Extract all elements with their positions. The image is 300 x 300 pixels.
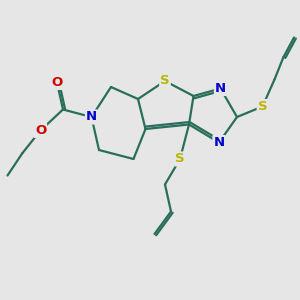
Text: O: O — [51, 76, 63, 89]
Text: S: S — [258, 100, 267, 113]
Text: N: N — [215, 82, 226, 95]
Text: N: N — [86, 110, 97, 124]
Text: O: O — [35, 124, 46, 137]
Text: S: S — [175, 152, 185, 166]
Text: S: S — [160, 74, 170, 88]
Text: N: N — [213, 136, 225, 149]
